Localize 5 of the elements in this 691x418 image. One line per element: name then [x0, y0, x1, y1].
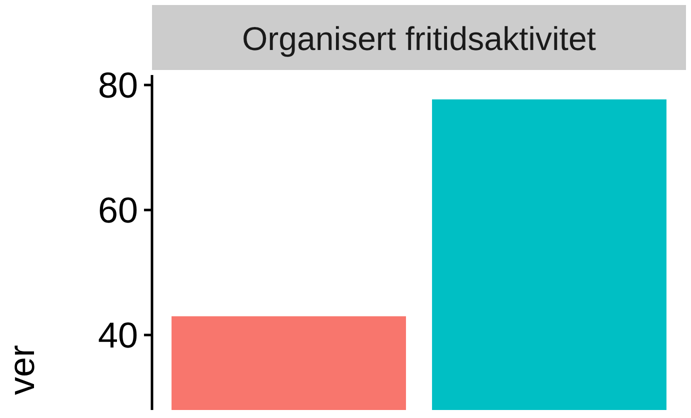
chart-title: Organisert fritidsaktivitet: [242, 20, 596, 57]
y-axis-title: ver: [1, 344, 42, 396]
y-tick-label: 40: [98, 314, 138, 356]
y-tick-label: 60: [98, 190, 138, 231]
y-tick-label: 80: [98, 64, 138, 106]
